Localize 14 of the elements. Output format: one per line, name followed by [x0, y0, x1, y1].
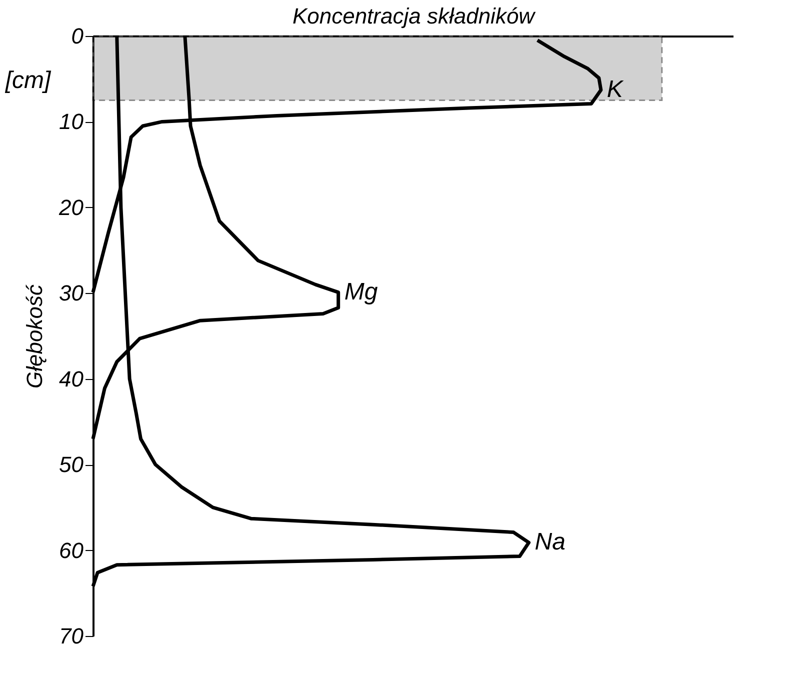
series-label: Mg [344, 278, 378, 306]
y-tick-label: 30 [59, 280, 84, 306]
series-label: K [606, 76, 624, 103]
x-axis-title: Koncentracja składników [292, 4, 537, 28]
y-tick-label: 0 [71, 24, 84, 48]
text: [cm] [4, 67, 52, 94]
y-tick-label: 40 [59, 366, 84, 392]
y-tick-label: 60 [59, 538, 84, 563]
y-axis-title: Głębokość [22, 284, 48, 388]
y-tick-label: 10 [59, 109, 84, 134]
y-tick-label: 20 [58, 194, 84, 220]
series-label: Na [534, 528, 566, 556]
y-tick-label: 70 [59, 624, 84, 648]
y-tick-label: 50 [59, 452, 84, 478]
